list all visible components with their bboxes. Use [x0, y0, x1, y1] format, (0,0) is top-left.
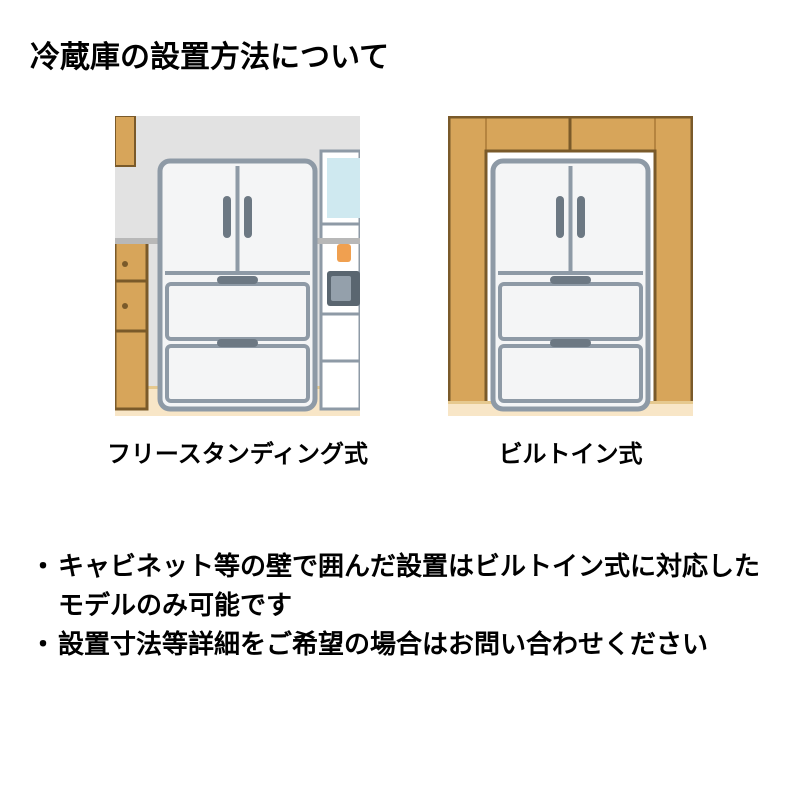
note-text: キャビネット等の壁で囲んだ設置はビルトイン式に対応したモデルのみ可能です: [58, 547, 770, 625]
caption-builtin: ビルトイン式: [499, 434, 643, 469]
freestanding-image: [115, 116, 360, 416]
note-item: ・ 設置寸法等詳細をご希望の場合はお問い合わせください: [30, 625, 770, 664]
illustration-builtin: ビルトイン式: [448, 116, 693, 469]
illustration-freestanding: フリースタンディング式: [107, 116, 368, 469]
bullet-icon: ・: [30, 547, 58, 625]
builtin-image: [448, 116, 693, 416]
caption-freestanding: フリースタンディング式: [107, 434, 368, 469]
note-item: ・ キャビネット等の壁で囲んだ設置はビルトイン式に対応したモデルのみ可能です: [30, 547, 770, 625]
notes-block: ・ キャビネット等の壁で囲んだ設置はビルトイン式に対応したモデルのみ可能です ・…: [30, 547, 770, 664]
illustration-row: フリースタンディング式: [30, 116, 770, 469]
note-text: 設置寸法等詳細をご希望の場合はお問い合わせください: [58, 625, 770, 664]
page-title: 冷蔵庫の設置方法について: [30, 32, 770, 76]
bullet-icon: ・: [30, 625, 58, 664]
